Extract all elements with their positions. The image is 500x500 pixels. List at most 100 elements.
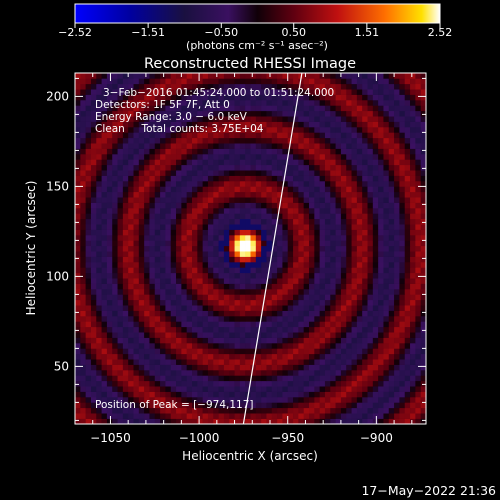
heatmap-cell	[399, 375, 406, 382]
heatmap-cell	[170, 343, 177, 349]
heatmap-cell	[250, 229, 257, 236]
heatmap-cell	[330, 386, 336, 392]
heatmap-cell	[309, 73, 315, 79]
heatmap-cell	[324, 397, 331, 403]
heatmap-cell	[277, 240, 283, 247]
heatmap-cell	[149, 116, 156, 122]
heatmap-cell	[399, 407, 406, 414]
heatmap-cell	[399, 191, 406, 198]
heatmap-cell	[372, 143, 379, 149]
heatmap-cell	[207, 386, 214, 392]
heatmap-cell	[192, 278, 198, 284]
heatmap-cell	[351, 164, 358, 171]
heatmap-cell	[309, 89, 315, 95]
heatmap-cell	[80, 407, 86, 414]
heatmap-cell	[287, 110, 294, 117]
heatmap-cell	[96, 391, 102, 398]
heatmap-cell	[340, 208, 347, 214]
heatmap-cell	[154, 186, 161, 193]
heatmap-cell	[255, 202, 262, 209]
heatmap-cell	[319, 181, 326, 187]
heatmap-cell	[90, 208, 97, 214]
heatmap-cell	[378, 337, 384, 344]
heatmap-cell	[202, 370, 209, 376]
heatmap-cell	[80, 154, 86, 160]
heatmap-cell	[287, 186, 294, 193]
heatmap-cell	[144, 235, 150, 241]
heatmap-cell	[309, 175, 315, 182]
heatmap-cell	[383, 208, 390, 214]
heatmap-cell	[160, 316, 166, 322]
heatmap-cell	[223, 164, 230, 171]
heatmap-cell	[176, 380, 182, 387]
heatmap-cell	[378, 132, 384, 139]
heatmap-cell	[383, 343, 390, 349]
heatmap-cell	[250, 73, 257, 79]
heatmap-cell	[133, 143, 140, 149]
heatmap-cell	[271, 375, 278, 382]
heatmap-cell	[133, 380, 140, 387]
heatmap-cell	[383, 375, 390, 382]
heatmap-cell	[154, 240, 161, 247]
heatmap-cell	[250, 343, 257, 349]
heatmap-cell	[96, 343, 102, 349]
heatmap-cell	[383, 391, 390, 398]
heatmap-cell	[90, 294, 97, 301]
heatmap-cell	[170, 143, 177, 149]
heatmap-cell	[213, 299, 219, 306]
heatmap-cell	[202, 321, 209, 328]
heatmap-cell	[128, 235, 134, 241]
heatmap-cell	[138, 100, 145, 106]
heatmap-cell	[293, 402, 299, 409]
heatmap-cell	[277, 154, 283, 160]
heatmap-cell	[122, 326, 129, 333]
heatmap-cell	[192, 413, 198, 419]
heatmap-cell	[192, 137, 198, 144]
heatmap-cell	[293, 283, 299, 290]
heatmap-cell	[293, 386, 299, 392]
heatmap-cell	[394, 78, 400, 85]
heatmap-cell	[90, 321, 97, 328]
heatmap-cell	[218, 310, 225, 317]
heatmap-cell	[80, 299, 86, 306]
heatmap-cell	[154, 208, 161, 214]
heatmap-cell	[404, 359, 411, 365]
heatmap-cell	[154, 321, 161, 328]
heatmap-cell	[234, 262, 241, 268]
heatmap-cell	[410, 186, 416, 193]
heatmap-cell	[372, 164, 379, 171]
heatmap-cell	[314, 256, 320, 263]
heatmap-cell	[346, 137, 352, 144]
heatmap-cell	[186, 202, 193, 209]
heatmap-cell	[90, 353, 97, 360]
heatmap-cell	[378, 348, 384, 355]
heatmap-cell	[128, 89, 134, 95]
heatmap-cell	[282, 116, 289, 122]
heatmap-cell	[378, 321, 384, 328]
heatmap-cell	[218, 175, 225, 182]
heatmap-cell	[287, 191, 294, 198]
heatmap-cell	[106, 191, 113, 198]
heatmap-cell	[261, 364, 267, 371]
heatmap-cell	[234, 370, 241, 376]
heatmap-cell	[117, 229, 124, 236]
heatmap-cell	[223, 170, 230, 176]
heatmap-cell	[314, 235, 320, 241]
heatmap-cell	[90, 283, 97, 290]
heatmap-cell	[218, 267, 225, 274]
heatmap-cell	[85, 294, 92, 301]
heatmap-cell	[186, 83, 193, 90]
heatmap-cell	[404, 164, 411, 171]
heatmap-cell	[261, 116, 267, 122]
heatmap-cell	[229, 143, 235, 149]
heatmap-cell	[234, 224, 241, 230]
heatmap-cell	[383, 299, 390, 306]
heatmap-cell	[85, 78, 92, 85]
heatmap-cell	[378, 359, 384, 365]
heatmap-cell	[420, 218, 426, 225]
heatmap-cell	[293, 316, 299, 322]
heatmap-cell	[85, 262, 92, 268]
heatmap-cell	[356, 283, 363, 290]
heatmap-cell	[330, 310, 336, 317]
heatmap-cell	[356, 299, 363, 306]
